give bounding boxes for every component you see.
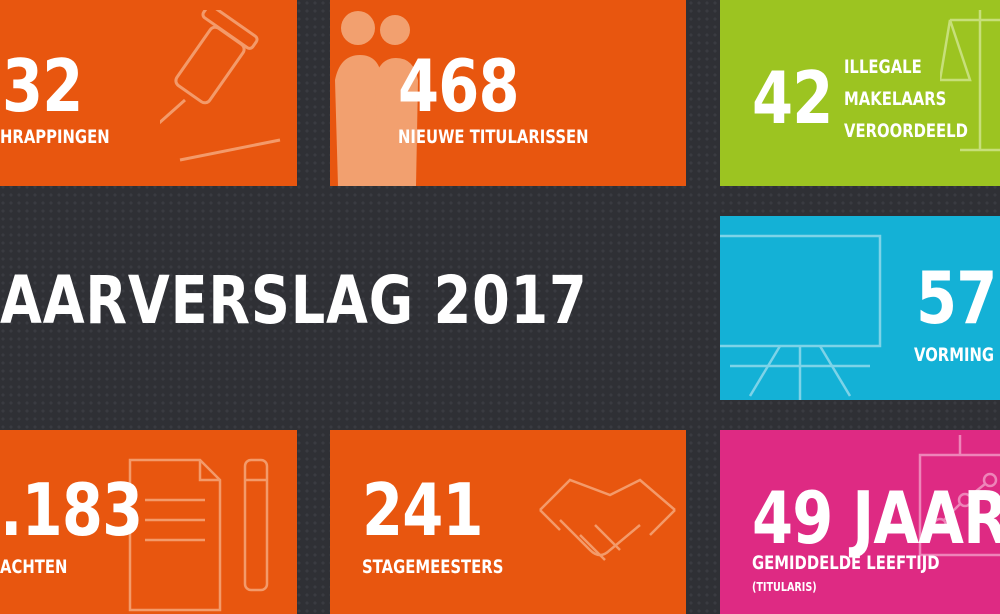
tile-average-age: 49 JAAR GEMIDDELDE LEEFTIJD (TITULARIS)	[720, 430, 1000, 614]
tile-new-holders: 468 NIEUWE TITULARISSEN	[330, 0, 686, 186]
presentation-board-icon	[720, 234, 882, 400]
illegal-brokers-label-3: VEROORDEELD	[844, 120, 968, 142]
handshake-icon	[539, 478, 676, 561]
internship-masters-label: STAGEMEESTERS	[362, 556, 504, 578]
infringements-label: HRAPPINGEN	[0, 126, 110, 148]
documents-icon	[128, 458, 269, 612]
new-holders-label: NIEUWE TITULARISSEN	[398, 126, 589, 148]
tile-infringements: 32 HRAPPINGEN	[0, 0, 297, 186]
cases-number: .183	[0, 468, 143, 552]
tile-internship-masters: 241 STAGEMEESTERS	[330, 430, 686, 614]
tile-cases: .183 ACHTEN	[0, 430, 297, 614]
tile-training: 57 VORMING	[720, 216, 1000, 400]
flipchart-icon	[918, 435, 1000, 557]
average-age-sublabel: (TITULARIS)	[752, 580, 817, 594]
infringements-number: 32	[2, 44, 83, 128]
illegal-brokers-number: 42	[752, 56, 833, 140]
internship-masters-number: 241	[362, 468, 484, 552]
training-label: VORMING	[914, 344, 995, 366]
average-age-label: GEMIDDELDE LEEFTIJD	[752, 552, 940, 574]
tile-illegal-brokers: 42 ILLEGALE MAKELAARS VEROORDEELD	[720, 0, 1000, 186]
gavel-icon	[160, 10, 281, 162]
couple-icon	[335, 11, 418, 186]
average-age-number: 49 JAAR	[752, 476, 1000, 560]
training-number: 57	[916, 256, 997, 340]
cases-label: ACHTEN	[0, 556, 68, 578]
scales-icon	[940, 10, 1000, 152]
page-title: AARVERSLAG 2017	[0, 262, 588, 339]
illegal-brokers-label-2: MAKELAARS	[844, 88, 947, 110]
new-holders-number: 468	[398, 44, 520, 128]
illegal-brokers-label-1: ILLEGALE	[844, 56, 922, 78]
